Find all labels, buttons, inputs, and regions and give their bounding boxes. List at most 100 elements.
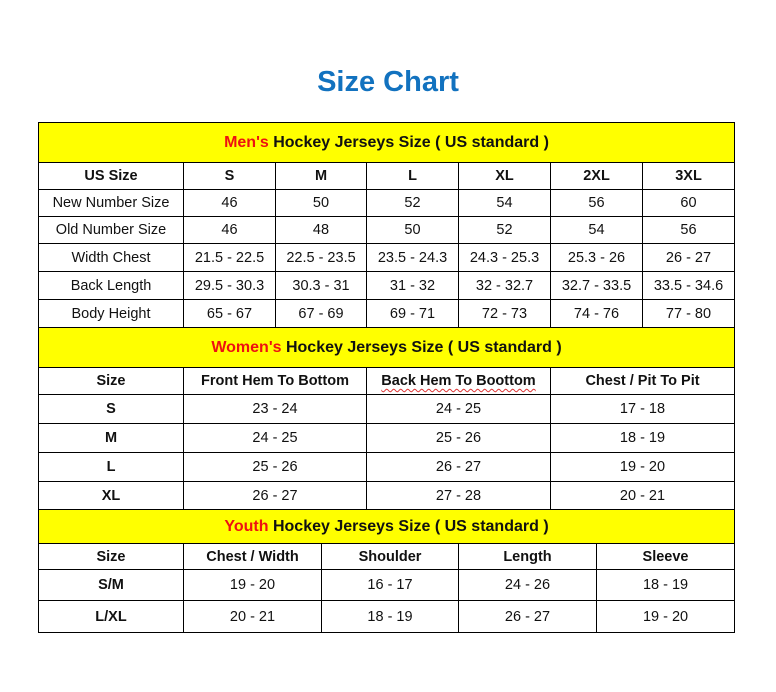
header-row: Size Front Hem To Bottom Back Hem To Boott… [38,367,735,395]
table-cell: 25.3 - 26 [550,243,643,272]
table-cell: 77 - 80 [642,299,735,328]
page-title: Size Chart [317,66,459,98]
table-cell: 22.5 - 23.5 [275,243,367,272]
table-cell: 54 [550,216,643,244]
table-cell: 74 - 76 [550,299,643,328]
column-header: Sleeve [595,543,736,570]
heading-text: Hockey Jerseys Size ( US standard ) [281,338,562,356]
row-label: S [38,394,184,424]
row-label: Body Height [38,299,184,328]
table-row: S/M 19 - 20 16 - 17 24 - 26 18 - 19 [38,569,736,601]
heading-highlight: Youth [224,517,269,535]
table-cell: 31 - 32 [366,271,459,300]
header-row: US Size S M L XL 2XL 3XL [38,162,735,190]
table-cell: 20 - 21 [550,481,735,510]
column-header-label: 3XL [675,168,702,184]
table-cell: 32 - 32.7 [458,271,551,300]
row-label: M [38,423,184,453]
table-cell: 56 [550,189,643,217]
table-cell: 25 - 26 [183,452,367,482]
heading-text: Hockey Jerseys Size ( US standard ) [268,133,549,151]
table-cell: 67 - 69 [275,299,367,328]
womens-section-heading: Women's Hockey Jerseys Size ( US standar… [38,327,735,368]
row-label: XL [38,481,184,510]
column-header-label: Chest / Pit To Pit [585,373,700,389]
heading-highlight: Women's [211,338,282,356]
table-cell: 17 - 18 [550,394,735,424]
table-cell: 33.5 - 34.6 [642,271,735,300]
table-cell: 21.5 - 22.5 [183,243,276,272]
column-header: L [366,162,459,190]
header-row: Size Chest / Width Shoulder Length Sleeve [38,543,736,570]
column-header: Front Hem To Bottom [183,367,367,395]
table-row: Old Number Size 46 48 50 52 54 56 [38,216,735,244]
table-cell: 18 - 19 [321,600,459,633]
table-cell: 26 - 27 [458,600,597,633]
column-header-label: Chest / Width [206,548,299,565]
row-label: Back Length [38,271,184,300]
column-header-label: Size [96,373,126,389]
table-cell: 18 - 19 [595,569,736,601]
table-cell: 19 - 20 [183,569,322,601]
row-label: L [38,452,184,482]
column-header: M [275,162,367,190]
column-header-label: S [224,168,235,184]
column-header: Chest / Width [183,543,322,570]
table-cell: 46 [183,216,276,244]
column-header-label: XL [495,168,514,184]
table-cell: 69 - 71 [366,299,459,328]
table-cell: 50 [275,189,367,217]
table-cell: 30.3 - 31 [275,271,367,300]
row-label: L/XL [38,600,184,633]
table-row: Back Length 29.5 - 30.3 30.3 - 31 31 - 32 32… [38,271,735,300]
table-row: S 23 - 24 24 - 25 17 - 18 [38,394,735,424]
table-row: XL 26 - 27 27 - 28 20 - 21 [38,481,735,510]
table-cell: 29.5 - 30.3 [183,271,276,300]
youth-section-heading: Youth Hockey Jerseys Size ( US standard … [37,509,736,544]
table-cell: 18 - 19 [550,423,735,453]
column-header: Size [38,367,184,395]
table-cell: 16 - 17 [321,569,459,601]
column-header-label: Length [503,548,552,565]
column-header: Back Hem To Boottom [366,367,551,395]
column-header-label: Shoulder [358,548,422,565]
column-header: Size [38,543,184,570]
column-header: Shoulder [321,543,459,570]
table-cell: 23.5 - 24.3 [366,243,459,272]
table-cell: 54 [458,189,551,217]
column-header: XL [458,162,551,190]
table-cell: 24 - 25 [366,394,551,424]
column-header: S [183,162,276,190]
table-cell: 32.7 - 33.5 [550,271,643,300]
table-cell: 25 - 26 [366,423,551,453]
table-cell: 24 - 25 [183,423,367,453]
table-cell: 52 [366,189,459,217]
table-cell: 26 - 27 [183,481,367,510]
table-cell: 19 - 20 [550,452,735,482]
table-cell: 48 [275,216,367,244]
column-header-label: Front Hem To Bottom [201,373,349,389]
column-header: US Size [38,162,184,190]
table-cell: 60 [642,189,735,217]
column-header-label: Size [96,548,126,565]
table-cell: 19 - 20 [595,600,736,633]
table-row: L 25 - 26 26 - 27 19 - 20 [38,452,735,482]
heading-text: Hockey Jerseys Size ( US standard ) [268,517,549,535]
mens-size-table: Men's Hockey Jerseys Size ( US standard … [38,122,735,328]
table-cell: 52 [458,216,551,244]
column-header: 3XL [642,162,735,190]
column-header: Length [458,543,597,570]
table-row: Body Height 65 - 67 67 - 69 69 - 71 72 - 73 7… [38,299,735,328]
table-row: New Number Size 46 50 52 54 56 60 [38,189,735,217]
row-label: S/M [38,569,184,601]
row-label: Old Number Size [38,216,184,244]
table-row: L/XL 20 - 21 18 - 19 26 - 27 19 - 20 [38,600,736,633]
table-cell: 23 - 24 [183,394,367,424]
column-header: 2XL [550,162,643,190]
column-header-label: L [408,168,417,184]
heading-highlight: Men's [224,133,269,151]
table-cell: 50 [366,216,459,244]
table-cell: 65 - 67 [183,299,276,328]
column-header-label: Sleeve [642,548,689,565]
table-cell: 26 - 27 [366,452,551,482]
